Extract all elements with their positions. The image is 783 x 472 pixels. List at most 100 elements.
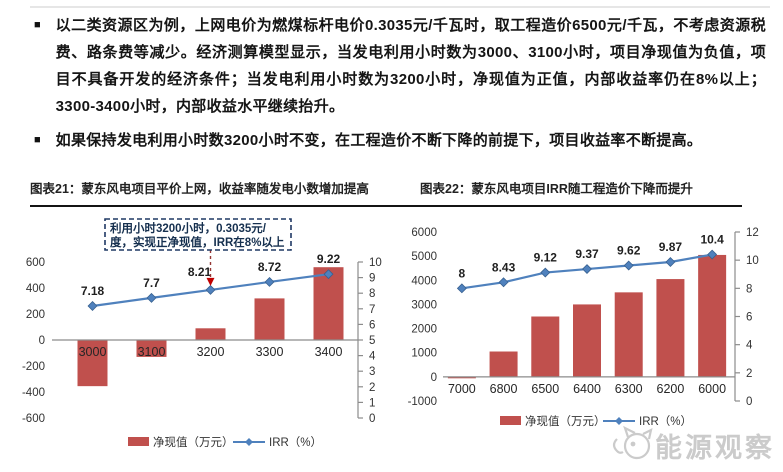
axes: 6000500040003000200010000-10001210864207… (408, 227, 759, 408)
svg-text:10: 10 (369, 257, 382, 269)
svg-text:10.4: 10.4 (700, 233, 724, 247)
watermark-text: 能源观察 (655, 432, 775, 463)
svg-text:4: 4 (746, 340, 753, 352)
bullet-text: 如果保持发电利用小时数3200小时不变，在工程造价不断下降的前提下，项目收益率不… (55, 132, 703, 149)
legend: 净现值（万元） IRR（%） (128, 435, 322, 449)
svg-text:7.7: 7.7 (143, 276, 160, 290)
npv-bar (531, 316, 560, 377)
svg-text:400: 400 (26, 283, 45, 295)
svg-text:1000: 1000 (411, 348, 437, 360)
legend-bar-swatch (128, 437, 149, 446)
irr-marker-diamond (707, 249, 718, 260)
irr-marker-diamond (146, 292, 157, 303)
svg-text:8: 8 (459, 266, 466, 280)
svg-text:IRR（%）: IRR（%） (269, 436, 322, 449)
bullet-item: ■ 以二类资源区为例，上网电价为燃煤标杆电价0.3035元/千瓦时，取工程造价6… (34, 12, 766, 120)
irr-line-series: 7.18 7.7 8.21 8.72 9.22 (81, 252, 341, 311)
energy-observer-logo-icon (612, 425, 653, 460)
svg-text:-200: -200 (22, 361, 45, 373)
npv-bar (656, 279, 685, 377)
svg-text:12: 12 (746, 227, 759, 239)
npv-bar (195, 328, 226, 340)
svg-text:6500: 6500 (531, 382, 559, 396)
npv-bar (698, 254, 727, 377)
svg-text:1: 1 (369, 397, 375, 409)
svg-text:4: 4 (369, 351, 376, 363)
npv-bar (614, 292, 643, 377)
top-divider (30, 6, 770, 8)
npv-bar (313, 267, 344, 340)
svg-text:7000: 7000 (448, 382, 476, 396)
svg-text:6: 6 (746, 312, 752, 324)
svg-text:9.22: 9.22 (317, 252, 341, 266)
svg-text:2: 2 (369, 382, 375, 394)
svg-text:-400: -400 (22, 387, 45, 399)
legend-bar-swatch (500, 416, 521, 425)
npv-bar (489, 351, 518, 377)
svg-text:9.12: 9.12 (534, 251, 558, 265)
bullet-item: ■ 如果保持发电利用小时数3200小时不变，在工程造价不断下降的前提下，项目收益… (34, 127, 766, 154)
svg-text:3000: 3000 (411, 299, 437, 311)
svg-text:6000: 6000 (698, 382, 726, 396)
svg-text:7.18: 7.18 (81, 284, 105, 298)
bar-series (77, 267, 344, 387)
svg-text:0: 0 (746, 396, 752, 408)
irr-marker-diamond (623, 260, 634, 271)
legend-line-marker (245, 438, 253, 446)
irr-marker-diamond (323, 269, 334, 280)
bullet-square-icon: ■ (34, 134, 41, 146)
irr-line-series: 8 8.43 9.12 9.37 9.62 9.87 10.4 (456, 233, 724, 294)
svg-text:5: 5 (369, 335, 375, 347)
legend: 净现值（万元） IRR（%） (500, 414, 692, 428)
svg-text:6: 6 (369, 319, 375, 331)
bullet-square-icon: ■ (34, 19, 41, 31)
npv-bar (77, 340, 108, 387)
svg-text:3200: 3200 (197, 345, 225, 359)
svg-text:0: 0 (431, 372, 437, 384)
chart22-title: 图表22：蒙东风电项目IRR随工程造价下降而提升 (420, 182, 693, 196)
irr-marker-diamond (582, 264, 592, 275)
svg-text:6400: 6400 (573, 382, 601, 396)
legend-line-marker (615, 417, 623, 425)
svg-text:净现值（万元）: 净现值（万元） (153, 435, 234, 449)
svg-text:9: 9 (369, 273, 375, 285)
watermark: 能源观察 (609, 424, 775, 466)
svg-text:3000: 3000 (79, 345, 107, 359)
svg-text:6800: 6800 (490, 382, 518, 396)
svg-text:8.72: 8.72 (258, 260, 282, 274)
irr-marker-diamond (498, 277, 509, 288)
svg-text:0: 0 (369, 413, 375, 425)
svg-text:-600: -600 (22, 413, 45, 425)
svg-text:3300: 3300 (256, 345, 284, 359)
chart-npv-irr-cost: 6000500040003000200010000-10001210864207… (408, 227, 759, 428)
svg-text:3: 3 (369, 366, 375, 378)
irr-marker-diamond (665, 257, 676, 267)
svg-text:8: 8 (369, 288, 375, 300)
svg-text:3100: 3100 (138, 345, 166, 359)
svg-text:9.37: 9.37 (575, 247, 599, 261)
npv-bar (573, 304, 601, 377)
svg-text:净现值（万元）: 净现值（万元） (525, 414, 606, 428)
svg-text:5000: 5000 (411, 251, 437, 263)
svg-text:2: 2 (746, 368, 752, 380)
svg-text:度，实现正净现值，IRR在8%以上: 度，实现正净现值，IRR在8%以上 (110, 235, 285, 249)
npv-bar (447, 376, 476, 379)
svg-text:200: 200 (26, 309, 45, 321)
svg-text:9.87: 9.87 (659, 240, 683, 254)
svg-text:8.43: 8.43 (492, 260, 516, 274)
annotation-box (104, 218, 292, 251)
svg-text:7: 7 (369, 304, 375, 316)
irr-marker-diamond (540, 267, 551, 278)
svg-text:-1000: -1000 (408, 396, 437, 408)
bar-series (447, 254, 727, 379)
svg-text:10: 10 (746, 255, 759, 267)
irr-marker-diamond (456, 283, 467, 294)
bullet-list: ■ 以二类资源区为例，上网电价为燃煤标杆电价0.3035元/千瓦时，取工程造价6… (34, 12, 766, 161)
arrow-down-icon (206, 277, 215, 286)
svg-text:8.21: 8.21 (188, 265, 212, 279)
chart21-title: 图表21：蒙东风电项目平价上网，收益率随发电小数增加提高 (30, 182, 369, 196)
svg-text:3400: 3400 (315, 345, 343, 359)
svg-text:9.62: 9.62 (617, 244, 641, 258)
